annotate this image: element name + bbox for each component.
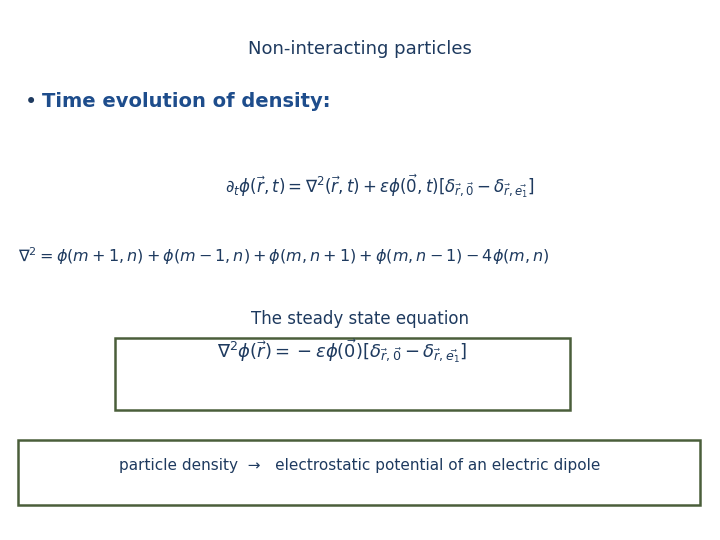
- Text: $\partial_t \phi(\vec{r},t) = \nabla^2(\vec{r},t) + \epsilon\phi(\vec{0},t)[\del: $\partial_t \phi(\vec{r},t) = \nabla^2(\…: [225, 172, 535, 200]
- FancyBboxPatch shape: [18, 440, 700, 505]
- Text: •: •: [25, 92, 37, 112]
- Text: particle density  →   electrostatic potential of an electric dipole: particle density → electrostatic potenti…: [120, 458, 600, 473]
- Text: $\nabla^2 = \phi(m+1,n) + \phi(m-1,n) + \phi(m,n+1) + \phi(m,n-1) - 4\phi(m,n)$: $\nabla^2 = \phi(m+1,n) + \phi(m-1,n) + …: [18, 245, 549, 267]
- Text: $\nabla^2 \phi(\vec{r}) = -\epsilon\phi(\vec{0})[\delta_{\vec{r},\vec{0}} - \del: $\nabla^2 \phi(\vec{r}) = -\epsilon\phi(…: [217, 337, 467, 365]
- Text: The steady state equation: The steady state equation: [251, 310, 469, 328]
- FancyBboxPatch shape: [115, 338, 570, 410]
- Text: Non-interacting particles: Non-interacting particles: [248, 40, 472, 58]
- Text: Time evolution of density:: Time evolution of density:: [42, 92, 330, 111]
